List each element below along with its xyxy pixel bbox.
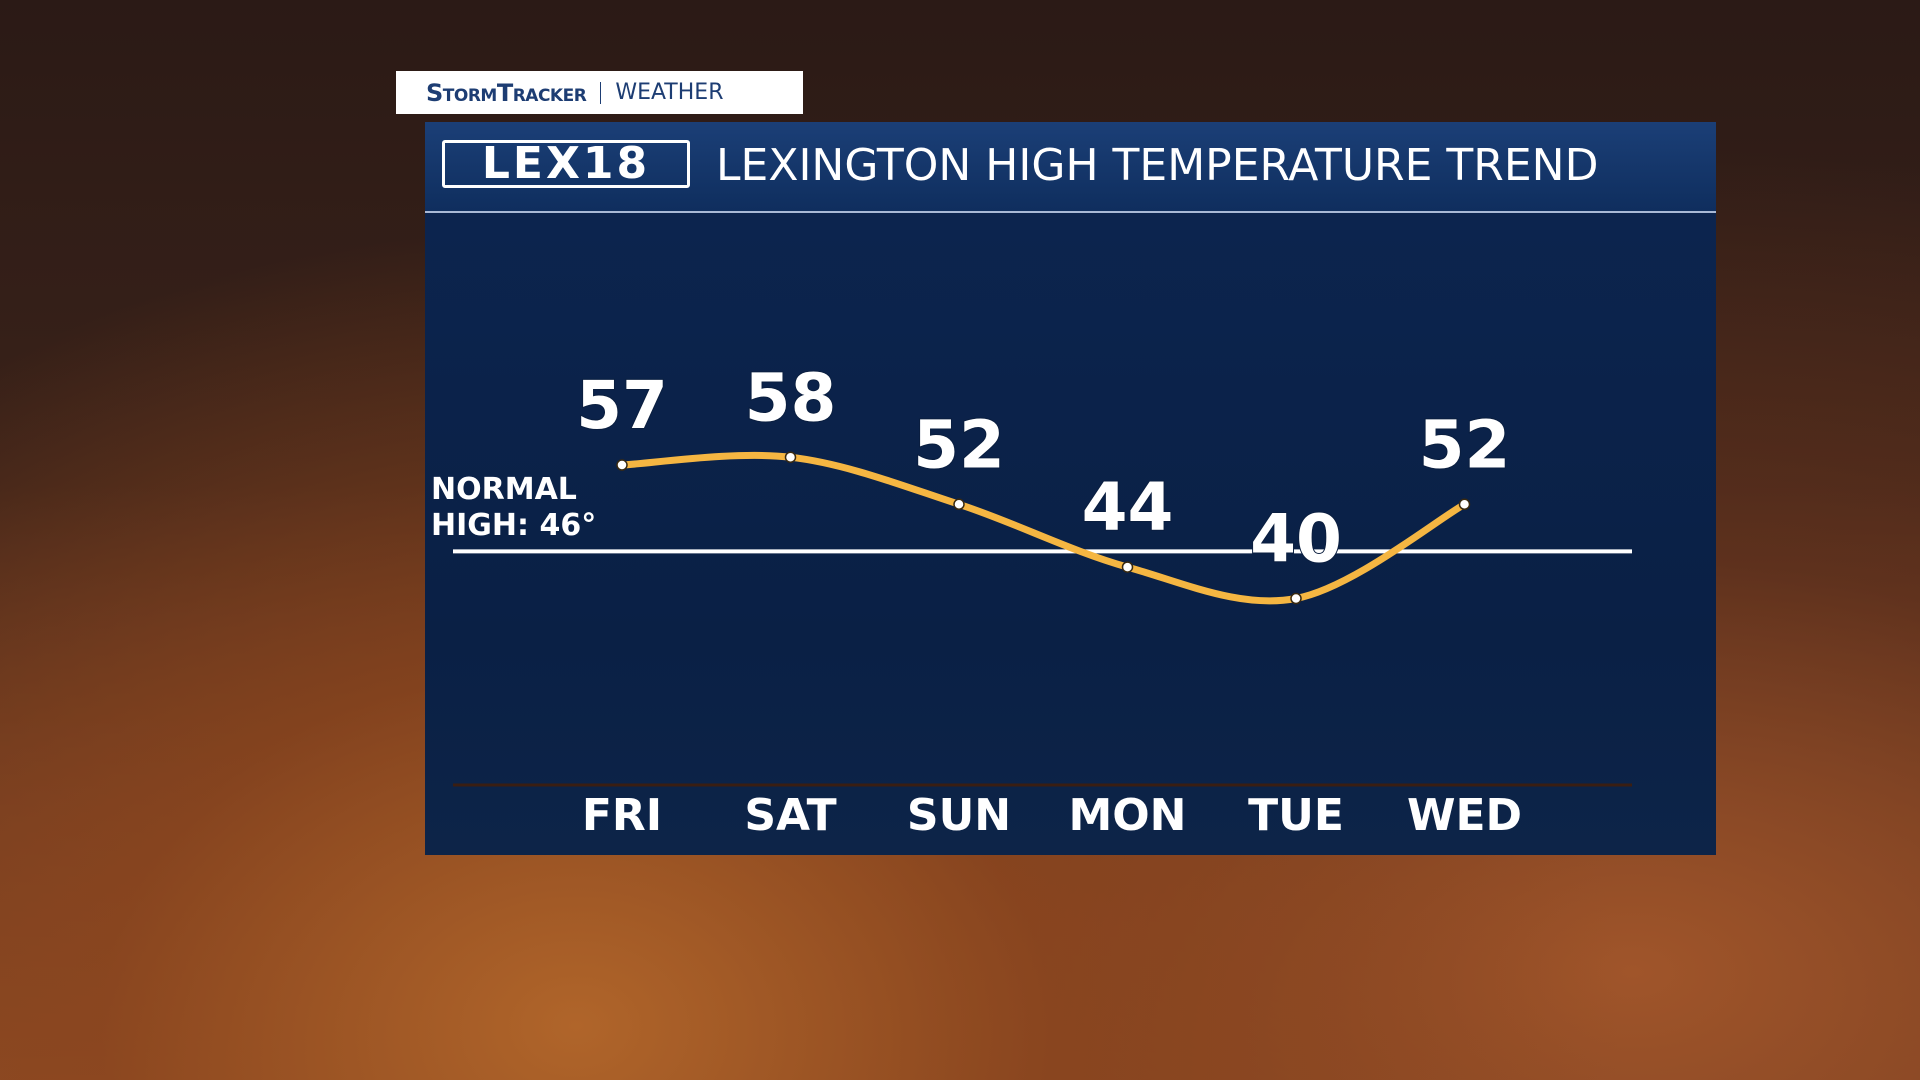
value-label: 57 — [576, 367, 668, 444]
x-tick-label: MON — [1068, 790, 1186, 841]
x-tick-label: FRI — [582, 790, 662, 841]
x-tick-label: SAT — [744, 790, 836, 841]
x-tick-label: TUE — [1248, 790, 1344, 841]
point — [1458, 498, 1471, 511]
value-label: 52 — [913, 406, 1005, 483]
header: LEX18 LEXINGTON HIGH TEMPERATURE TREND — [425, 122, 1716, 213]
panel: LEX18 LEXINGTON HIGH TEMPERATURE TREND — [425, 122, 1716, 855]
point — [953, 498, 965, 511]
logo: LEX18 — [442, 140, 690, 188]
point — [1121, 561, 1134, 573]
brand-tab: StormTracker WEATHER — [396, 71, 803, 114]
trend-line — [618, 451, 1468, 605]
brand: StormTracker — [426, 78, 587, 107]
chart-title: LEXINGTON HIGH TEMPERATURE TREND — [716, 140, 1599, 191]
value-label: 40 — [1250, 501, 1342, 578]
separator — [600, 81, 602, 104]
value-label: 44 — [1082, 469, 1174, 546]
point — [784, 451, 797, 463]
value-label: 58 — [745, 359, 837, 436]
point — [616, 459, 628, 471]
x-tick-label: SUN — [907, 790, 1011, 841]
x-tick-label: WED — [1407, 790, 1522, 841]
section: WEATHER — [615, 80, 724, 105]
point — [1290, 592, 1302, 605]
value-label: 52 — [1419, 406, 1511, 483]
reference-label: NORMAL HIGH: 46° — [431, 472, 597, 543]
